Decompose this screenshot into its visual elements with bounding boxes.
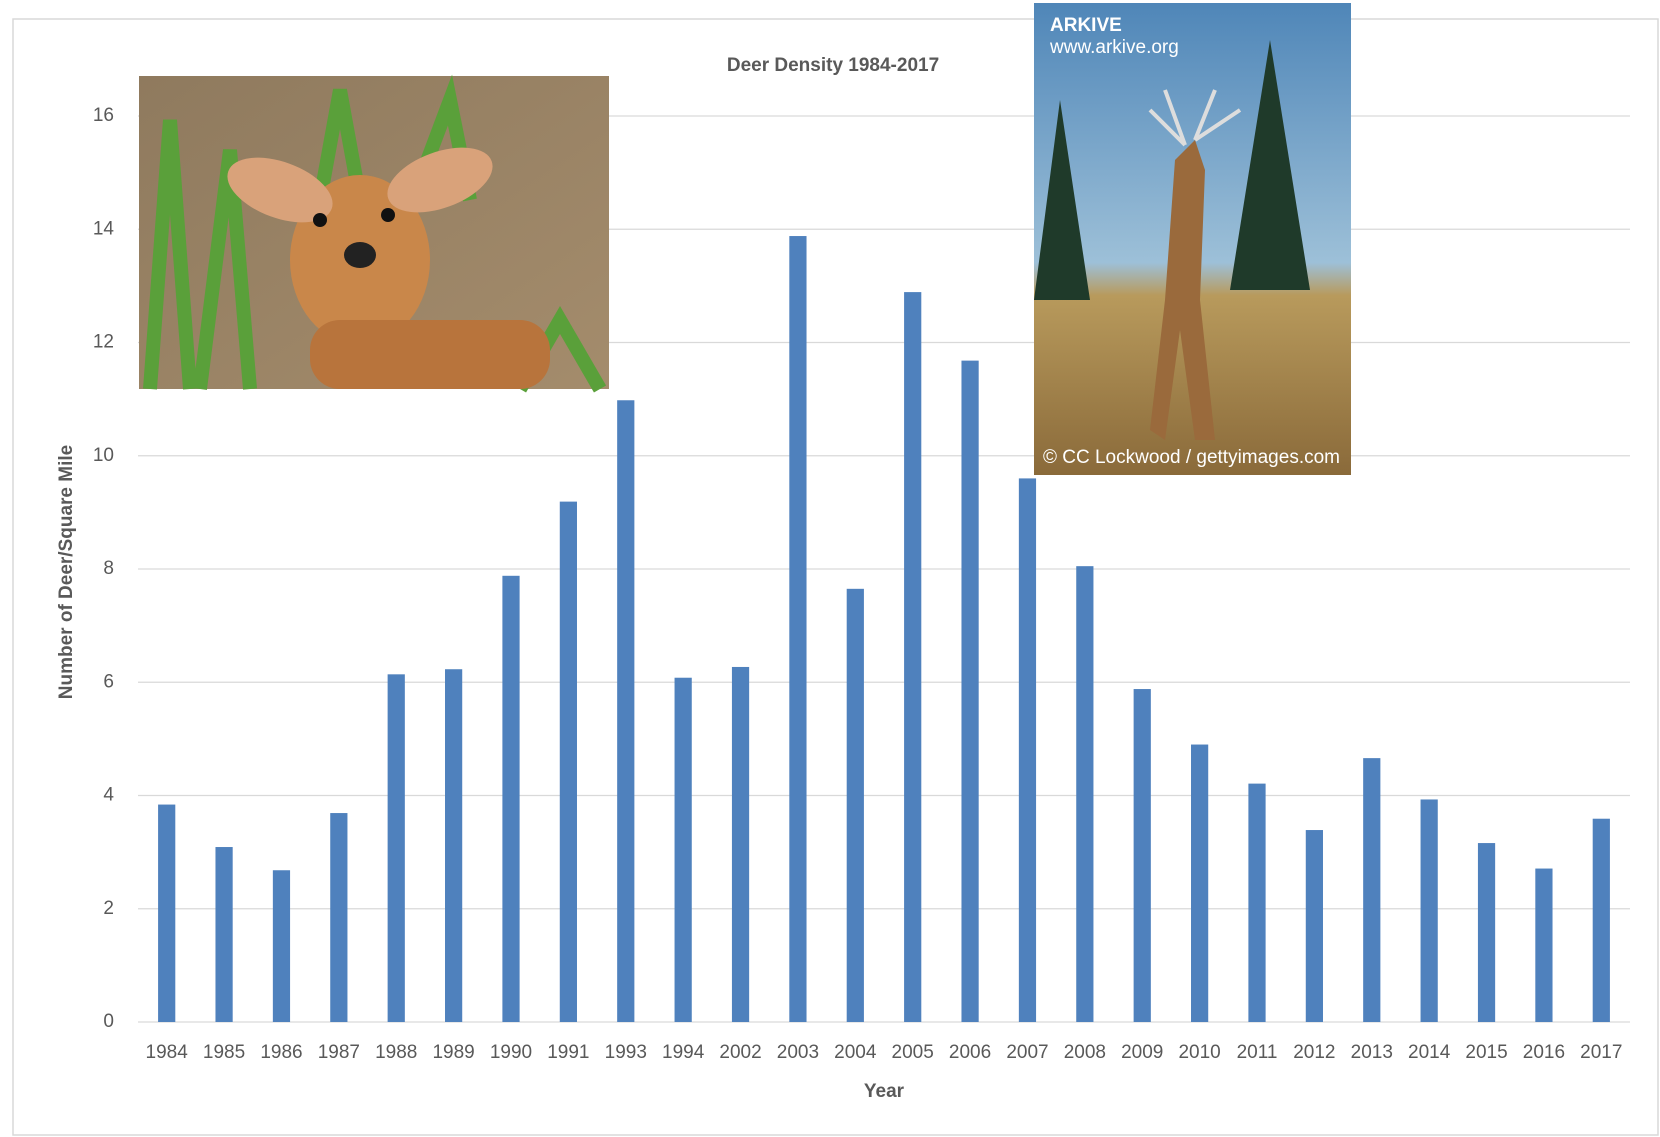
buck-photo: ARKIVE www.arkive.org © CC Lockwood / ge… bbox=[1034, 3, 1351, 475]
y-axis-label: Number of Deer/Square Mile bbox=[56, 445, 77, 699]
bar bbox=[215, 847, 232, 1022]
bar bbox=[1535, 869, 1552, 1022]
y-tick-label: 0 bbox=[103, 1011, 114, 1032]
bar bbox=[1248, 784, 1265, 1022]
x-tick-label: 2014 bbox=[1408, 1042, 1451, 1063]
bar bbox=[560, 502, 577, 1022]
x-tick-label: 1987 bbox=[318, 1042, 360, 1063]
bar bbox=[904, 292, 921, 1022]
bar bbox=[158, 805, 175, 1022]
x-tick-label: 2011 bbox=[1237, 1042, 1278, 1063]
photo-url: www.arkive.org bbox=[1049, 37, 1179, 58]
x-tick-label: 1985 bbox=[203, 1042, 245, 1063]
x-tick-label: 2010 bbox=[1178, 1042, 1220, 1063]
x-tick-label: 1993 bbox=[605, 1042, 647, 1063]
x-tick-label: 2016 bbox=[1523, 1042, 1565, 1063]
bar bbox=[675, 678, 692, 1022]
chart-title: Deer Density 1984-2017 bbox=[727, 55, 939, 76]
x-tick-label: 2012 bbox=[1293, 1042, 1335, 1063]
photo-logo: ARKIVE bbox=[1050, 15, 1122, 36]
bar bbox=[330, 813, 347, 1022]
x-tick-label: 2003 bbox=[777, 1042, 819, 1063]
bar bbox=[1421, 799, 1438, 1022]
bar bbox=[617, 400, 634, 1022]
bar bbox=[1191, 745, 1208, 1022]
x-tick-label: 2015 bbox=[1465, 1042, 1507, 1063]
y-tick-label: 2 bbox=[103, 898, 114, 919]
x-tick-label: 1994 bbox=[662, 1042, 705, 1063]
x-tick-label: 2009 bbox=[1121, 1042, 1163, 1063]
x-tick-label: 1989 bbox=[432, 1042, 474, 1063]
x-tick-label: 2002 bbox=[719, 1042, 761, 1063]
bar bbox=[1478, 843, 1495, 1022]
bar bbox=[789, 236, 806, 1022]
x-tick-label: 1986 bbox=[260, 1042, 302, 1063]
bar bbox=[1363, 758, 1380, 1022]
y-tick-label: 16 bbox=[93, 105, 114, 126]
bar bbox=[1134, 689, 1151, 1022]
x-tick-label: 2006 bbox=[949, 1042, 991, 1063]
x-tick-label: 2005 bbox=[892, 1042, 934, 1063]
y-tick-label: 4 bbox=[103, 785, 114, 806]
bar bbox=[273, 870, 290, 1022]
y-tick-label: 12 bbox=[93, 332, 114, 353]
y-tick-label: 8 bbox=[103, 558, 114, 579]
bar bbox=[445, 669, 462, 1022]
fawn-photo bbox=[139, 76, 609, 389]
x-tick-label: 1990 bbox=[490, 1042, 532, 1063]
x-tick-label: 1988 bbox=[375, 1042, 417, 1063]
bar bbox=[847, 589, 864, 1022]
bar bbox=[961, 361, 978, 1022]
chart: ARKIVE www.arkive.org © CC Lockwood / ge… bbox=[0, 0, 1660, 1137]
bar bbox=[388, 674, 405, 1022]
y-tick-label: 10 bbox=[93, 445, 114, 466]
x-tick-label: 2007 bbox=[1006, 1042, 1048, 1063]
x-tick-label: 2013 bbox=[1351, 1042, 1393, 1063]
photo-credit: © CC Lockwood / gettyimages.com bbox=[1043, 447, 1340, 468]
bar bbox=[1076, 566, 1093, 1022]
x-axis-label: Year bbox=[864, 1081, 905, 1102]
bar bbox=[732, 667, 749, 1022]
bar bbox=[1593, 819, 1610, 1022]
x-tick-label: 2017 bbox=[1580, 1042, 1622, 1063]
bar bbox=[1306, 830, 1323, 1022]
x-tick-label: 2004 bbox=[834, 1042, 877, 1063]
x-tick-label: 2008 bbox=[1064, 1042, 1106, 1063]
bar bbox=[502, 576, 519, 1022]
y-tick-label: 6 bbox=[103, 671, 114, 692]
y-tick-label: 14 bbox=[93, 218, 115, 239]
x-tick-label: 1984 bbox=[146, 1042, 189, 1063]
x-tick-label: 1991 bbox=[547, 1042, 589, 1063]
bar bbox=[1019, 478, 1036, 1022]
